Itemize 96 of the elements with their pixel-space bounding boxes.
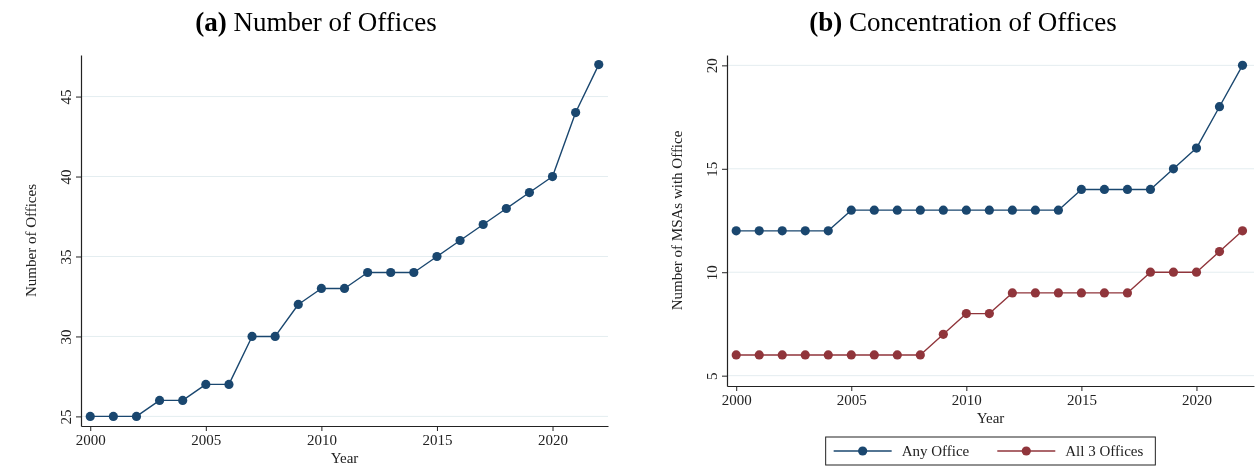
- y-tick-label: 40: [58, 169, 74, 185]
- point: [1076, 184, 1086, 195]
- point: [754, 350, 764, 360]
- point: [293, 299, 303, 310]
- y-tick-label: 45: [58, 89, 74, 105]
- x-tick-label: 2000: [721, 391, 752, 408]
- point: [1076, 288, 1086, 298]
- point: [1145, 184, 1156, 195]
- y-tick-label: 15: [704, 161, 720, 177]
- point: [1237, 226, 1248, 236]
- y-tick-label: 30: [58, 329, 74, 345]
- point: [409, 267, 419, 278]
- point: [1168, 267, 1179, 277]
- point: [316, 283, 326, 294]
- chart-title: (a) Number of Offices: [195, 7, 437, 37]
- point: [478, 219, 488, 230]
- point: [938, 205, 948, 215]
- point: [363, 267, 373, 278]
- x-axis-title: Year: [330, 450, 359, 466]
- x-tick-label: 2015: [1066, 391, 1097, 408]
- point: [1168, 164, 1179, 174]
- point: [984, 205, 994, 215]
- point: [777, 226, 787, 236]
- point: [731, 226, 741, 236]
- point: [547, 171, 558, 182]
- point: [1191, 143, 1202, 153]
- point: [339, 283, 350, 294]
- point: [1122, 288, 1133, 298]
- point: [869, 205, 879, 215]
- point: [1145, 267, 1156, 277]
- y-tick-label: 20: [704, 58, 720, 74]
- x-axis-title: Year: [976, 410, 1005, 426]
- point: [501, 203, 511, 214]
- point: [524, 187, 535, 198]
- point: [432, 251, 442, 262]
- point: [846, 205, 856, 215]
- point: [178, 395, 188, 405]
- point: [1122, 184, 1133, 195]
- point: [108, 411, 118, 421]
- point: [386, 267, 396, 278]
- x-tick-label: 2015: [422, 431, 453, 448]
- x-tick-label: 2010: [306, 431, 337, 448]
- point: [1053, 205, 1063, 215]
- point: [201, 379, 211, 390]
- point: [85, 411, 95, 421]
- point: [1007, 205, 1017, 215]
- x-tick-label: 2005: [836, 391, 867, 408]
- x-tick-label: 2010: [951, 391, 982, 408]
- point: [1214, 102, 1225, 112]
- point: [270, 331, 280, 342]
- point: [1237, 60, 1248, 70]
- point: [777, 350, 787, 360]
- point: [846, 350, 856, 360]
- point: [731, 350, 741, 360]
- point: [961, 309, 971, 319]
- point: [224, 379, 234, 390]
- point: [1214, 246, 1225, 257]
- point: [131, 411, 142, 421]
- point: [869, 350, 879, 360]
- point: [984, 309, 994, 319]
- point: [1099, 184, 1110, 195]
- y-axis-title: Number of Offices: [23, 183, 40, 298]
- legend-label: Any Office: [901, 443, 970, 460]
- y-tick-label: 5: [704, 372, 720, 380]
- y-tick-label: 25: [58, 409, 74, 425]
- x-tick-label: 2020: [1181, 391, 1212, 408]
- point: [823, 226, 833, 236]
- point: [915, 350, 925, 360]
- point: [1007, 288, 1017, 298]
- x-tick-label: 2000: [75, 431, 106, 448]
- point: [800, 350, 810, 360]
- y-axis-title: Number of MSAs with Office: [669, 130, 686, 311]
- legend-label: All 3 Offices: [1065, 443, 1144, 460]
- point: [800, 226, 810, 236]
- point: [1053, 288, 1063, 298]
- point: [961, 205, 971, 215]
- x-tick-label: 2005: [191, 431, 222, 448]
- point: [892, 350, 902, 360]
- point: [1191, 267, 1202, 277]
- point: [754, 226, 764, 236]
- point: [915, 205, 925, 215]
- point: [1099, 288, 1110, 298]
- x-tick-label: 2020: [538, 431, 569, 448]
- chart-title: (b) Concentration of Offices: [809, 7, 1117, 37]
- point: [455, 235, 465, 246]
- point: [892, 205, 902, 215]
- point: [938, 329, 948, 339]
- point: [571, 107, 581, 118]
- y-tick-label: 10: [704, 265, 720, 281]
- point: [154, 395, 165, 405]
- point: [1030, 288, 1040, 298]
- point: [594, 60, 604, 70]
- y-tick-label: 35: [58, 249, 74, 265]
- point: [823, 350, 833, 360]
- point: [1030, 205, 1040, 215]
- point: [247, 331, 257, 342]
